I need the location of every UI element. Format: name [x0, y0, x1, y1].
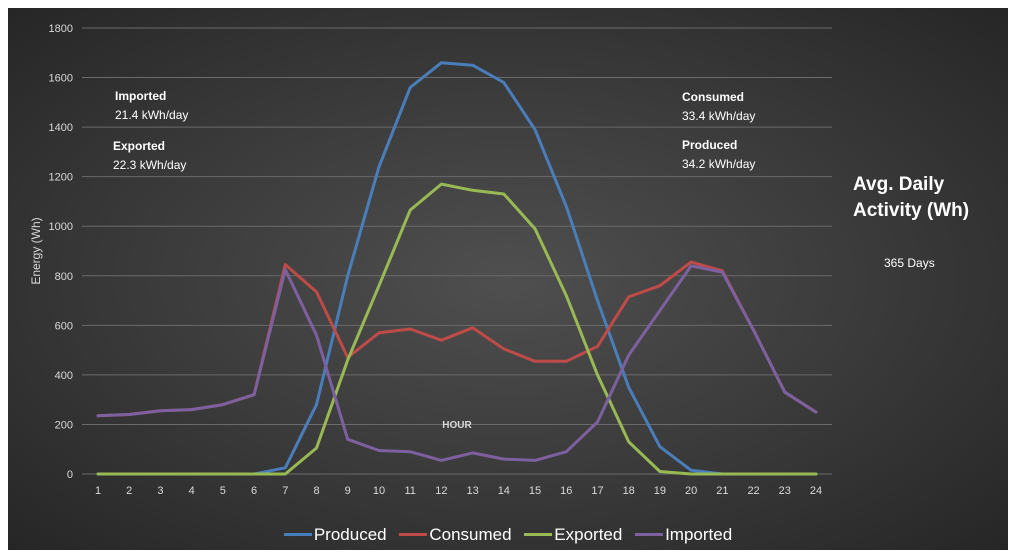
series-line-exported — [96, 182, 818, 476]
x-tick-label: 23 — [779, 485, 791, 497]
series-line-consumed — [96, 260, 818, 418]
series-lines — [96, 61, 818, 476]
x-tick-label: 2 — [126, 485, 132, 497]
exported-annotation-value: 22.3 kWh/day — [113, 158, 187, 172]
exported-annotation: Exported 22.3 kWh/day — [113, 137, 186, 175]
exported-annotation-label: Exported — [113, 139, 166, 153]
x-tick-label: 6 — [251, 485, 257, 497]
x-tick-label: 16 — [560, 485, 572, 497]
x-tick-label: 24 — [810, 485, 822, 497]
x-tick-label: 21 — [716, 485, 728, 497]
legend-label-produced: Produced — [313, 524, 387, 544]
y-tick-label: 1600 — [49, 73, 73, 85]
legend-swatch-consumed — [399, 533, 428, 536]
legend-swatch-imported — [635, 533, 664, 536]
imported-annotation: Imported 21.4 kWh/day — [115, 87, 188, 125]
legend-label-consumed: Consumed — [429, 524, 512, 544]
legend-item-exported: Exported — [524, 525, 622, 545]
legend-label-imported: Imported — [665, 524, 733, 544]
x-axis-label: HOUR — [442, 420, 472, 431]
y-tick-label: 1400 — [49, 122, 73, 134]
imported-annotation-value: 21.4 kWh/day — [115, 108, 189, 122]
x-tick-label: 1 — [95, 485, 101, 497]
x-tick-label: 13 — [466, 485, 478, 497]
y-tick-label: 200 — [55, 419, 73, 431]
y-tick-label: 1000 — [49, 221, 73, 233]
x-tick-label: 20 — [685, 485, 697, 497]
produced-annotation-value: 34.2 kWh/day — [682, 157, 756, 171]
x-tick-label: 17 — [591, 485, 603, 497]
x-axis-ticks: 1 2 3 4 5 6 7 8 9 10 11 12 13 14 15 16 17 18 19 20 21 22 23 24 — [95, 485, 822, 497]
y-tick-label: 1800 — [49, 23, 73, 35]
x-tick-label: 9 — [345, 485, 351, 497]
y-tick-label: 600 — [55, 320, 73, 332]
y-tick-label: 800 — [55, 271, 73, 283]
x-tick-label: 22 — [747, 485, 759, 497]
imported-annotation-label: Imported — [115, 89, 167, 103]
y-axis-ticks: 0 200 400 600 800 1000 1200 1400 1600 1800 — [49, 23, 73, 481]
x-tick-label: 3 — [157, 485, 163, 497]
legend-swatch-produced — [283, 533, 312, 536]
x-tick-label: 4 — [189, 485, 195, 497]
x-tick-label: 7 — [282, 485, 288, 497]
x-tick-label: 15 — [529, 485, 541, 497]
y-tick-label: 1200 — [49, 172, 73, 184]
x-tick-label: 5 — [220, 485, 226, 497]
produced-annotation-label: Produced — [682, 138, 738, 152]
side-panel-days: 365 Days — [884, 256, 935, 270]
series-line-imported — [96, 264, 818, 462]
chart-legend: Produced Consumed Exported Imported — [0, 521, 1016, 545]
side-panel-title-line1: Avg. Daily — [853, 174, 945, 195]
legend-item-produced: Produced — [283, 524, 387, 545]
gridlines — [82, 27, 832, 475]
y-axis-label: Energy (Wh) — [29, 217, 43, 284]
x-tick-label: 8 — [313, 485, 319, 497]
x-tick-label: 14 — [498, 485, 510, 497]
side-panel-title-line2: Activity (Wh) — [853, 200, 970, 221]
x-tick-label: 10 — [373, 485, 385, 497]
x-tick-label: 19 — [654, 485, 666, 497]
legend-label-exported: Exported — [554, 524, 623, 544]
x-tick-label: 18 — [623, 485, 635, 497]
consumed-annotation-label: Consumed — [682, 90, 745, 104]
side-panel-title: Avg. Daily Activity (Wh) — [853, 172, 969, 224]
consumed-annotation-value: 33.4 kWh/day — [682, 109, 756, 123]
y-tick-label: 400 — [55, 370, 73, 382]
x-tick-label: 11 — [404, 485, 415, 497]
x-tick-label: 12 — [435, 485, 447, 497]
legend-item-imported: Imported — [635, 525, 732, 545]
produced-annotation: Produced 34.2 kWh/day — [682, 136, 755, 174]
consumed-annotation: Consumed 33.4 kWh/day — [682, 88, 755, 126]
legend-item-consumed: Consumed — [399, 524, 512, 545]
legend-swatch-exported — [524, 533, 553, 536]
y-tick-label: 0 — [67, 469, 73, 481]
